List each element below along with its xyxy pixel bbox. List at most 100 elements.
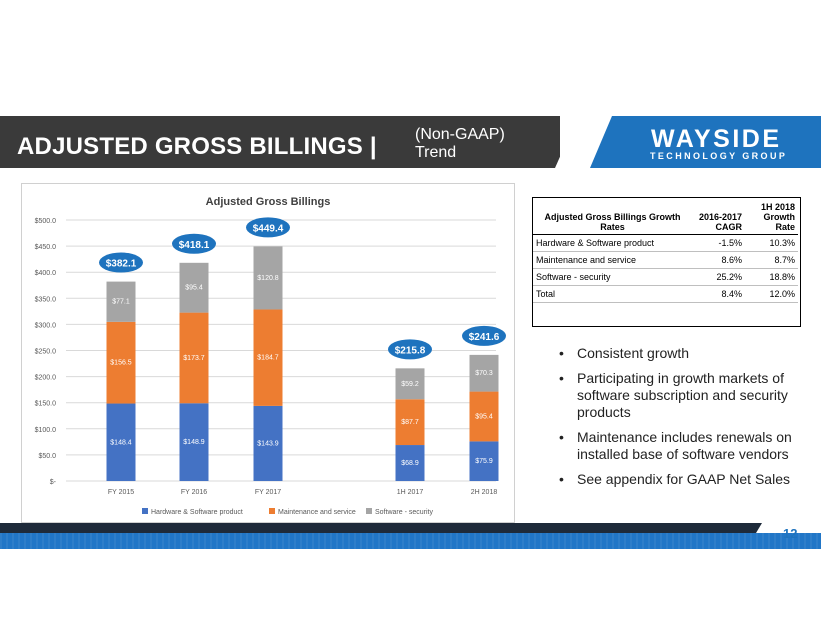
table-cell: Software - security	[533, 268, 692, 286]
legend-swatch	[269, 508, 275, 514]
table-header-cell: 2016-2017 CAGR	[692, 200, 745, 235]
bar-segment	[179, 403, 209, 481]
y-tick-label: $200.0	[35, 375, 57, 382]
page-number: 12	[783, 526, 798, 541]
bar-segment	[106, 403, 136, 481]
y-tick-label: $450.0	[35, 244, 57, 251]
legend-swatch	[142, 508, 148, 514]
table-cell: 10.3%	[745, 234, 798, 252]
table-cell: 18.8%	[745, 268, 798, 286]
bar-segment	[395, 399, 425, 446]
table-row: Hardware & Software product -1.5% 10.3%	[533, 234, 798, 252]
y-tick-label: $-	[50, 479, 57, 486]
table-header-cell: Adjusted Gross Billings Growth Rates	[533, 200, 692, 235]
x-tick-label: FY 2017	[255, 489, 281, 496]
bar-segment	[395, 445, 425, 481]
legend-label: Maintenance and service	[278, 509, 356, 516]
bullet-item: See appendix for GAAP Net Sales	[553, 471, 803, 488]
data-label: $95.4	[475, 413, 493, 420]
bar-segment	[179, 262, 209, 313]
footer-stripe-blue	[0, 533, 821, 549]
page-subtitle: (Non-GAAP) Trend	[415, 126, 505, 162]
bar-segment	[253, 309, 283, 406]
bullet-item: Participating in growth markets of softw…	[553, 370, 803, 421]
table-row: Software - security 25.2% 18.8%	[533, 268, 798, 286]
legend-swatch	[366, 508, 372, 514]
table-row: Maintenance and service 8.6% 8.7%	[533, 251, 798, 269]
data-label: $59.2	[401, 381, 419, 388]
title-bar	[0, 116, 560, 168]
bar-segment	[469, 354, 499, 392]
page-title: ADJUSTED GROSS BILLINGS |	[17, 133, 377, 160]
data-label: $143.9	[257, 440, 279, 447]
data-label: $68.9	[401, 460, 419, 467]
bar-segment	[106, 281, 136, 322]
data-label: $148.4	[110, 439, 132, 446]
y-tick-label: $100.0	[35, 427, 57, 434]
table-header-row: Adjusted Gross Billings Growth Rates 201…	[533, 200, 798, 235]
data-label: $148.9	[183, 439, 205, 446]
total-bubble	[462, 325, 506, 346]
subtitle-line-1: (Non-GAAP)	[415, 126, 505, 143]
bar-segment	[469, 391, 499, 442]
bar-segment	[179, 312, 209, 404]
table-cell: -1.5%	[692, 234, 745, 252]
y-tick-label: $400.0	[35, 270, 57, 277]
bullet-item: Maintenance includes renewals on install…	[553, 429, 803, 463]
table-cell: 8.4%	[692, 285, 745, 303]
data-label: $75.9	[475, 458, 493, 465]
y-tick-label: $500.0	[35, 218, 57, 225]
bar-segment	[106, 321, 136, 404]
table-cell: Hardware & Software product	[533, 234, 692, 252]
bullet-item: Consistent growth	[553, 345, 803, 362]
total-bubble	[388, 339, 432, 360]
y-tick-label: $50.0	[38, 453, 56, 460]
bar-segment	[253, 405, 283, 481]
logo-banner	[590, 116, 821, 168]
y-tick-label: $150.0	[35, 401, 57, 408]
total-bubble	[172, 233, 216, 254]
subtitle-line-2: Trend	[415, 144, 457, 161]
bar-segment	[253, 246, 283, 310]
stacked-bar-chart: Adjusted Gross Billings $- $50.0 $100.0 $150…	[35, 196, 506, 516]
footer-stripe-dark	[0, 523, 762, 533]
data-label: $120.8	[257, 275, 279, 282]
company-logo-wordmark: WAYSIDE	[651, 125, 782, 153]
table-header-cell: 1H 2018 Growth Rate	[745, 200, 798, 235]
growth-table-frame	[532, 197, 801, 327]
table-cell: 8.7%	[745, 251, 798, 269]
table-cell: 12.0%	[745, 285, 798, 303]
total-label: $449.4	[253, 223, 284, 234]
x-tick-label: FY 2015	[108, 489, 134, 496]
table-cell: Maintenance and service	[533, 251, 692, 269]
y-tick-label: $300.0	[35, 322, 57, 329]
total-label: $418.1	[179, 240, 210, 251]
x-tick-label: 1H 2017	[397, 489, 424, 496]
data-label: $77.1	[112, 299, 130, 306]
y-tick-label: $250.0	[35, 349, 57, 356]
total-label: $215.8	[395, 345, 426, 356]
data-label: $156.5	[110, 360, 132, 367]
table-row: Total 8.4% 12.0%	[533, 285, 798, 303]
data-label: $70.3	[475, 370, 493, 377]
table-cell: 8.6%	[692, 251, 745, 269]
bullet-list: Consistent growth Participating in growt…	[553, 345, 803, 496]
bar-segment	[395, 368, 425, 400]
x-tick-label: 2H 2018	[471, 489, 498, 496]
growth-rate-table: Adjusted Gross Billings Growth Rates 201…	[533, 200, 798, 303]
y-tick-label: $350.0	[35, 296, 57, 303]
data-label: $87.7	[401, 419, 419, 426]
company-logo-tagline: TECHNOLOGY GROUP	[650, 151, 788, 161]
bar-segment	[469, 441, 499, 481]
data-label: $173.7	[183, 355, 205, 362]
legend-label: Software - security	[375, 509, 433, 516]
legend-label: Hardware & Software product	[151, 509, 243, 516]
total-label: $241.6	[469, 332, 500, 343]
chart-container: Adjusted Gross Billings $- $50.0 $100.0 $150…	[21, 183, 515, 523]
chart-title: Adjusted Gross Billings	[206, 196, 331, 208]
total-label: $382.1	[106, 259, 137, 270]
data-label: $184.7	[257, 355, 279, 362]
total-bubble	[99, 252, 143, 273]
x-tick-label: FY 2016	[181, 489, 207, 496]
table-cell: Total	[533, 285, 692, 303]
